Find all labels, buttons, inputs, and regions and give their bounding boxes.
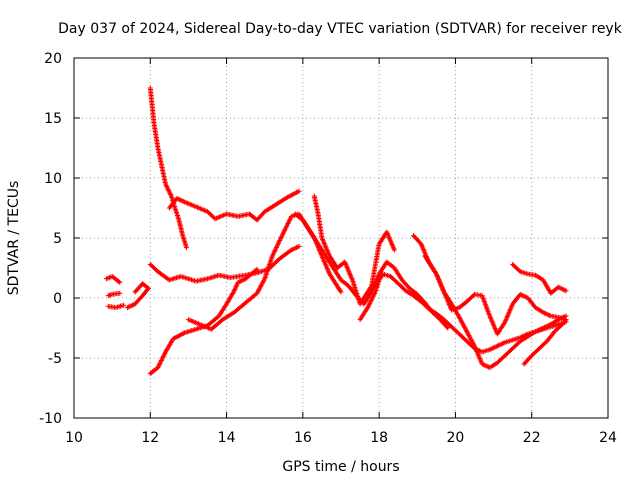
series-marks <box>311 193 397 307</box>
series-pass-h <box>147 243 302 284</box>
series-pass-i <box>147 266 260 377</box>
chart-title: Day 037 of 2024, Sidereal Day-to-day VTE… <box>58 21 623 37</box>
x-tick-label: 22 <box>523 430 541 446</box>
series-marks <box>510 261 569 296</box>
series-pass-c <box>105 302 127 311</box>
series-marks <box>422 253 569 337</box>
series-pass-f <box>147 85 190 251</box>
series-marks <box>357 271 569 355</box>
y-tick-label: 0 <box>53 291 62 307</box>
x-axis-label: GPS time / hours <box>282 459 399 475</box>
y-tick-label: 10 <box>44 171 62 187</box>
series-pass-e <box>132 281 151 295</box>
series-marks <box>105 302 127 311</box>
x-tick-label: 10 <box>65 430 83 446</box>
y-tick-label: 15 <box>44 111 62 127</box>
y-tick-label: -10 <box>39 411 62 427</box>
series-marks <box>103 273 123 285</box>
series-pass-b <box>105 290 123 299</box>
series-marks <box>166 188 302 223</box>
series-pass-g <box>166 188 302 223</box>
series-marks <box>521 317 569 367</box>
x-tick-label: 12 <box>141 430 159 446</box>
series-pass-q <box>521 317 569 367</box>
series-marks <box>147 85 190 251</box>
series-pass-m <box>357 271 569 355</box>
series-pass-k <box>292 211 451 331</box>
series-pass-o <box>422 253 569 337</box>
y-tick-label: 5 <box>53 231 62 247</box>
series-marks <box>105 290 123 299</box>
y-tick-label: 20 <box>44 51 62 67</box>
x-tick-label: 18 <box>370 430 388 446</box>
y-tick-label: -5 <box>48 351 62 367</box>
series-marks <box>147 243 302 284</box>
x-tick-label: 20 <box>447 430 465 446</box>
series-pass-a <box>103 273 123 285</box>
x-tick-label: 24 <box>599 430 617 446</box>
y-axis-label: SDTVAR / TECUs <box>6 181 22 296</box>
series-marks <box>292 211 451 331</box>
series-pass-l <box>311 193 397 307</box>
x-tick-label: 16 <box>294 430 312 446</box>
plot-area <box>103 85 569 377</box>
series-marks <box>132 281 151 295</box>
axis-ticks: 10 12 14 16 18 20 22 24 -10 -5 0 5 10 15 20 <box>39 51 617 446</box>
x-tick-label: 14 <box>218 430 236 446</box>
series-marks <box>124 285 151 311</box>
series-pass-d <box>124 285 151 311</box>
series-pass-p <box>510 261 569 296</box>
series-marks <box>147 266 260 377</box>
